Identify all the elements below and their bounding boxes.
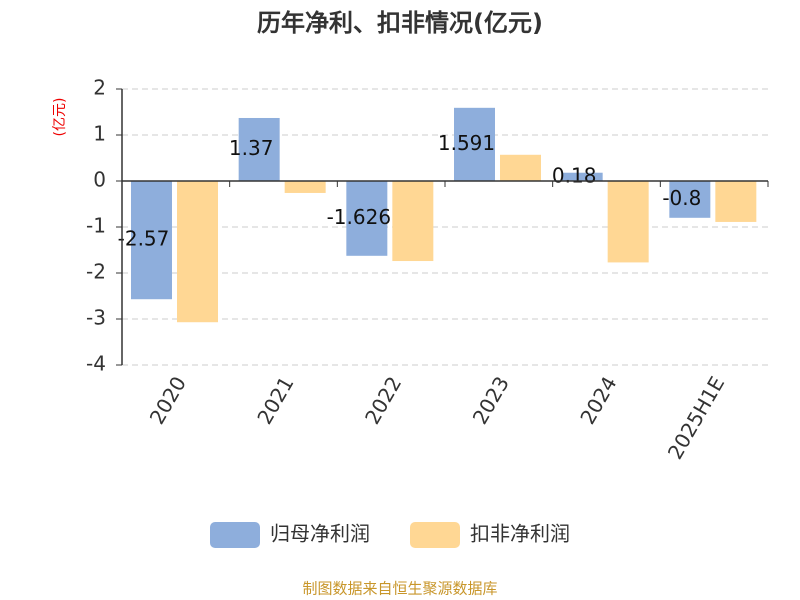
bar — [131, 181, 172, 300]
y-tick-label: 2 — [93, 76, 106, 100]
bar — [284, 181, 326, 193]
y-tick-label: -3 — [86, 306, 106, 330]
bar — [669, 181, 711, 218]
x-tick-label: 2021 — [252, 372, 298, 428]
x-tick-label: 2020 — [145, 372, 191, 428]
chart-title: 历年净利、扣非情况(亿元) — [257, 9, 543, 37]
legend-label: 归母净利润 — [270, 522, 370, 546]
source-note: 制图数据来自恒生聚源数据库 — [302, 580, 497, 598]
value-label: -0.8 — [662, 186, 701, 210]
bar — [177, 181, 218, 323]
value-label: 0.18 — [552, 163, 597, 187]
bar — [607, 181, 649, 263]
x-tick-label: 2023 — [468, 372, 514, 428]
bar — [238, 117, 280, 181]
value-label: -2.57 — [118, 227, 170, 251]
bar — [561, 172, 603, 181]
legend-swatch — [210, 522, 260, 548]
bar — [392, 181, 434, 262]
bar — [715, 181, 757, 222]
y-axis-label: (亿元) — [52, 98, 68, 137]
bar — [346, 181, 388, 256]
value-label: 1.37 — [229, 136, 274, 160]
y-tick-label: -4 — [86, 352, 106, 376]
x-tick-label: 2022 — [360, 372, 406, 428]
legend-swatch — [410, 522, 460, 548]
y-tick-label: -1 — [86, 214, 106, 238]
x-tick-label: 2024 — [575, 372, 621, 428]
legend-label: 扣非净利润 — [470, 522, 570, 546]
value-label: -1.626 — [327, 205, 391, 229]
bar — [500, 154, 541, 181]
bar — [454, 107, 495, 181]
y-tick-label: 1 — [93, 122, 106, 146]
y-tick-label: 0 — [93, 168, 106, 192]
y-tick-label: -2 — [86, 260, 106, 284]
value-label: 1.591 — [438, 131, 495, 155]
x-tick-label: 2025H1E — [663, 372, 729, 463]
